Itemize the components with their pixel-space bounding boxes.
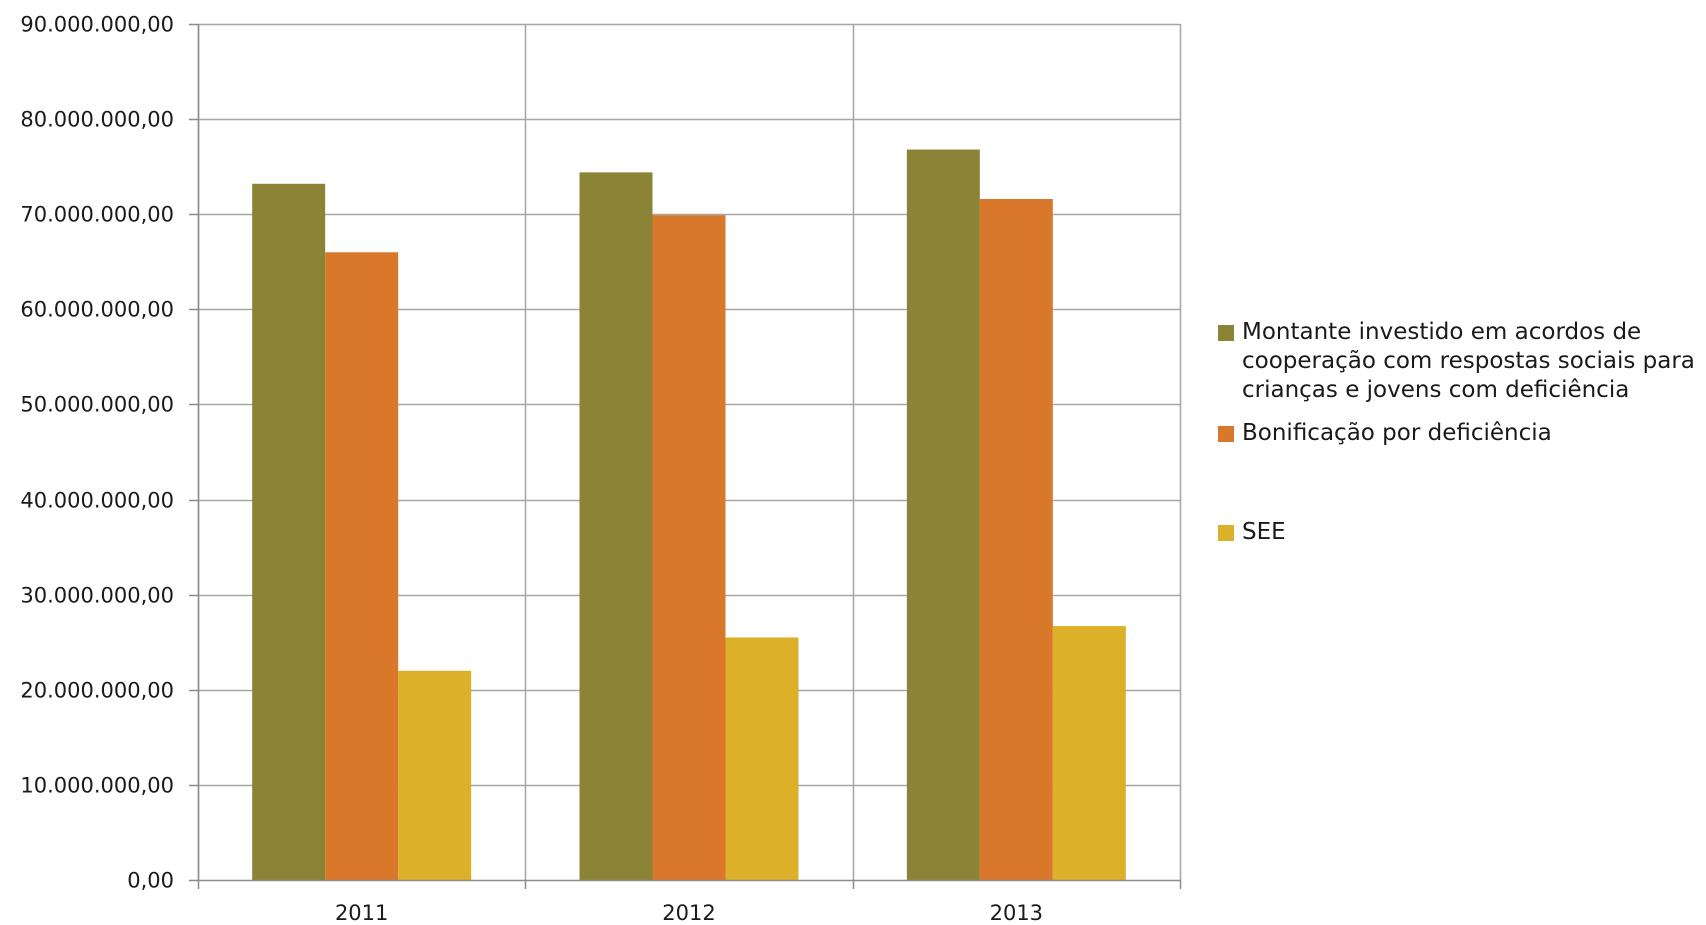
- y-tick-label: 40.000.000,00: [20, 489, 174, 513]
- bar-2012-series-2: [652, 215, 726, 880]
- bar-2012-series-1: [579, 172, 653, 880]
- x-tick-label: 2013: [990, 901, 1043, 925]
- y-axis: 0,00 10.000.000,00 20.000.000,00 30.000.000…: [20, 13, 200, 893]
- legend-swatch-bonificacao: [1218, 426, 1234, 442]
- bar-2013-series-2: [979, 199, 1053, 880]
- y-tick-label: 30.000.000,00: [20, 584, 174, 608]
- bar-2012-series-3: [725, 637, 799, 880]
- y-tick-label: 20.000.000,00: [20, 679, 174, 703]
- bar-2011-series-2: [325, 252, 399, 880]
- y-tick-label: 60.000.000,00: [20, 298, 174, 322]
- legend-item-montante: Montante investido em acordos de coopera…: [1218, 318, 1698, 405]
- y-tick-label: 0,00: [127, 869, 174, 893]
- legend-item-bonificacao: Bonificação por deficiência: [1218, 419, 1698, 448]
- legend-swatch-see: [1218, 525, 1234, 541]
- x-tick-label: 2011: [335, 901, 388, 925]
- y-tick-label: 90.000.000,00: [20, 13, 174, 37]
- y-tick-label: 70.000.000,00: [20, 203, 174, 227]
- bar-2013-series-1: [906, 149, 980, 881]
- bars: [252, 149, 1126, 881]
- legend: Montante investido em acordos de coopera…: [1218, 318, 1698, 547]
- bar-2011-series-3: [398, 670, 472, 880]
- legend-label-see: SEE: [1242, 519, 1286, 545]
- y-tick-label: 80.000.000,00: [20, 108, 174, 132]
- y-tick-label: 50.000.000,00: [20, 393, 174, 417]
- legend-label-bonificacao: Bonificação por deficiência: [1242, 420, 1552, 446]
- bar-2011-series-1: [252, 183, 326, 880]
- x-axis: 2011 2012 2013: [197, 879, 1182, 925]
- legend-item-see: SEE: [1218, 518, 1698, 547]
- x-tick-label: 2012: [662, 901, 715, 925]
- y-tick-label: 10.000.000,00: [20, 774, 174, 798]
- bar-2013-series-3: [1052, 626, 1126, 880]
- legend-label-montante: Montante investido em acordos de coopera…: [1242, 319, 1695, 403]
- legend-swatch-montante: [1218, 325, 1234, 341]
